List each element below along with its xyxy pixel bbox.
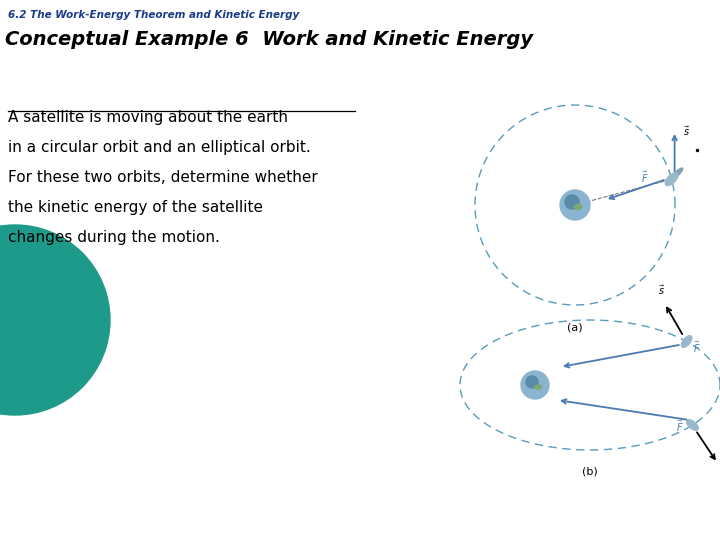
Text: $\vec{F}$: $\vec{F}$ <box>641 170 649 185</box>
Text: (b): (b) <box>582 467 598 477</box>
Text: $\vec{F}$: $\vec{F}$ <box>693 339 701 354</box>
Text: $\vec{s}$: $\vec{s}$ <box>683 124 690 138</box>
Circle shape <box>526 376 538 388</box>
Ellipse shape <box>687 420 698 430</box>
Circle shape <box>0 225 110 415</box>
Text: (a): (a) <box>567 322 582 332</box>
Ellipse shape <box>665 173 678 185</box>
Ellipse shape <box>534 385 541 389</box>
Text: in a circular orbit and an elliptical orbit.: in a circular orbit and an elliptical or… <box>8 140 311 155</box>
Text: A satellite is moving about the earth: A satellite is moving about the earth <box>8 110 288 125</box>
Ellipse shape <box>681 336 692 347</box>
Text: $\vec{s}$: $\vec{s}$ <box>658 283 665 296</box>
Circle shape <box>521 371 549 399</box>
Text: For these two orbits, determine whether: For these two orbits, determine whether <box>8 170 318 185</box>
Ellipse shape <box>574 205 582 210</box>
Ellipse shape <box>672 168 683 178</box>
Text: 6.2 The Work-Energy Theorem and Kinetic Energy: 6.2 The Work-Energy Theorem and Kinetic … <box>8 10 300 20</box>
Circle shape <box>565 195 579 209</box>
Text: $\vec{F}$: $\vec{F}$ <box>675 418 683 434</box>
Text: changes during the motion.: changes during the motion. <box>8 230 220 245</box>
Text: the kinetic energy of the satellite: the kinetic energy of the satellite <box>8 200 263 215</box>
Text: Conceptual Example 6  Work and Kinetic Energy: Conceptual Example 6 Work and Kinetic En… <box>5 30 533 49</box>
Circle shape <box>560 190 590 220</box>
